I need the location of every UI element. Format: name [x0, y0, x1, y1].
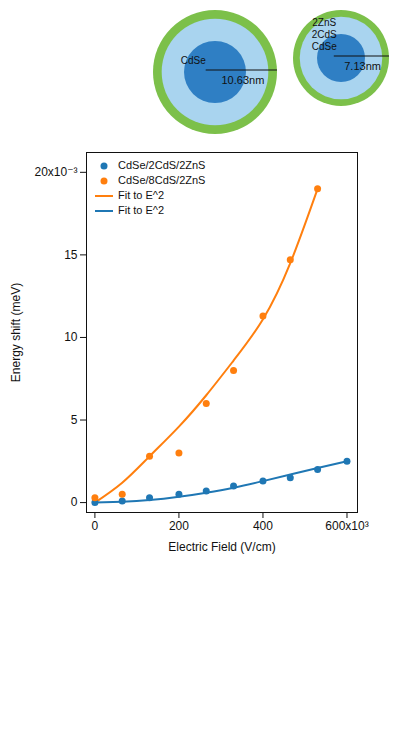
html-text:Fit to E^2: Fit to E^2	[118, 204, 165, 216]
svg-text:0: 0	[71, 495, 78, 509]
html-text:CdSe/8CdS/2ZnS: CdSe/8CdS/2ZnS	[118, 174, 206, 186]
svg-text:20x10⁻³: 20x10⁻³	[34, 165, 77, 179]
svg-text:600x10³: 600x10³	[325, 519, 368, 533]
svg-text:15: 15	[64, 248, 78, 262]
svg-text:200: 200	[169, 519, 189, 533]
svg-text:5: 5	[71, 413, 78, 427]
html-text:Fit to E^2: Fit to E^2	[118, 189, 165, 201]
svg-text:2CdS: 2CdS	[312, 29, 337, 40]
svg-text:400: 400	[253, 519, 273, 533]
svg-text:Electric Field (V/cm): Electric Field (V/cm)	[168, 540, 275, 554]
svg-text:0: 0	[92, 519, 99, 533]
svg-text:10: 10	[64, 330, 78, 344]
svg-text:CdSe: CdSe	[312, 41, 337, 52]
svg-text:10.63nm: 10.63nm	[221, 74, 264, 86]
svg-text:CdSe: CdSe	[181, 55, 206, 66]
html-text:CdSe/2CdS/2ZnS: CdSe/2CdS/2ZnS	[118, 159, 206, 171]
svg-text:7.13nm: 7.13nm	[344, 60, 381, 72]
svg-text:2ZnS: 2ZnS	[312, 17, 336, 28]
svg-text:Energy shift (meV): Energy shift (meV)	[9, 283, 23, 382]
